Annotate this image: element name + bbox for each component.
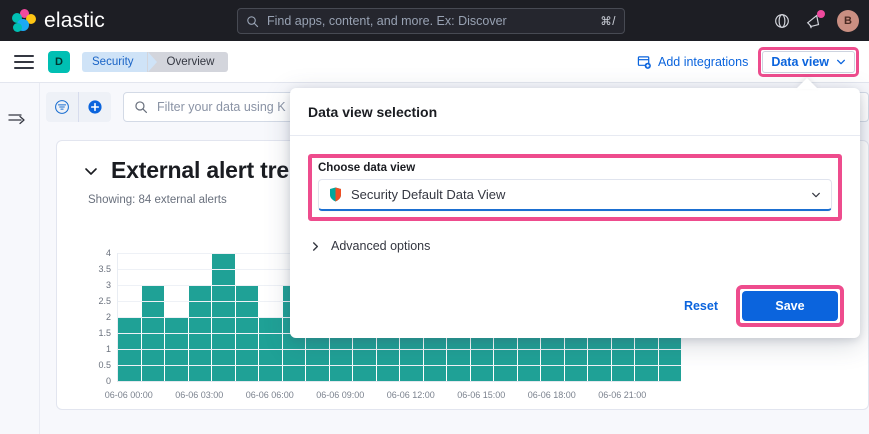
announcement-megaphone-icon[interactable] <box>805 9 825 30</box>
search-icon <box>135 101 148 114</box>
save-button[interactable]: Save <box>742 291 838 321</box>
breadcrumb-item-security[interactable]: Security <box>82 51 157 72</box>
reset-button[interactable]: Reset <box>683 299 718 313</box>
popover-footer: Reset Save <box>290 274 860 338</box>
navbar-actions: Add integrations Data view <box>637 41 859 83</box>
add-integrations-button[interactable]: Add integrations <box>637 55 748 70</box>
chart-x-tick: 06-06 21:00 <box>598 390 647 400</box>
chart-x-axis-line <box>117 381 681 382</box>
search-icon <box>247 15 259 27</box>
chart-y-tick: 3.5 <box>98 264 111 274</box>
chart-y-tick: 4 <box>105 248 111 258</box>
app-navbar: D Security Overview Add integrations Dat… <box>0 41 869 83</box>
data-view-select[interactable]: Security Default Data View <box>318 179 832 211</box>
popover-body: Choose data view Security Default Data V… <box>290 136 860 253</box>
chevron-down-icon <box>812 192 820 197</box>
query-search-placeholder: Filter your data using K <box>157 100 286 114</box>
chart-y-axis: 4 3.5 3 2.5 2 1.5 1 0.5 0 <box>81 248 111 386</box>
breadcrumb: Security Overview <box>82 51 229 72</box>
chart-y-tick: 0 <box>105 376 111 386</box>
data-view-select-value: Security Default Data View <box>351 187 506 202</box>
page-title: External alert trend <box>111 157 317 183</box>
filter-button-group <box>46 92 111 122</box>
advanced-options-toggle[interactable]: Advanced options <box>308 239 842 253</box>
chart-x-tick: 06-06 12:00 <box>386 390 435 400</box>
global-header: elastic Find apps, content, and more. Ex… <box>0 0 869 41</box>
data-view-button-label: Data view <box>771 55 829 69</box>
filter-settings-icon <box>55 100 69 114</box>
global-search-field[interactable]: Find apps, content, and more. Ex: Discov… <box>237 8 625 34</box>
data-view-shield-icon <box>330 187 341 202</box>
choose-data-view-highlight: Choose data view Security Default Data V… <box>308 154 842 221</box>
advanced-options-label: Advanced options <box>331 239 431 253</box>
elastic-logo-icon <box>12 8 36 33</box>
add-filter-button[interactable] <box>79 92 111 122</box>
notification-badge <box>817 9 825 18</box>
filter-group-divider <box>78 92 79 122</box>
brand-name: elastic <box>44 8 105 32</box>
chevron-down-icon[interactable] <box>83 163 99 179</box>
chart-y-tick: 2.5 <box>98 296 111 306</box>
panel-subtitle: Showing: 84 external alerts <box>88 194 227 206</box>
popover-title: Data view selection <box>290 88 860 136</box>
integrations-icon <box>637 55 651 69</box>
save-button-highlight: Save <box>736 285 844 327</box>
add-filter-plus-icon <box>88 100 102 114</box>
user-avatar[interactable]: B <box>837 9 859 32</box>
chart-x-tick: 06-06 09:00 <box>316 390 365 400</box>
popover-arrow <box>796 78 818 89</box>
space-avatar[interactable]: D <box>48 50 70 73</box>
choose-data-view-label: Choose data view <box>318 162 416 174</box>
breadcrumb-item-overview[interactable]: Overview <box>146 51 229 72</box>
chart-x-axis: 06-06 00:00 06-06 03:00 06-06 06:00 06-06 0… <box>105 384 681 404</box>
chart-x-tick: 06-06 06:00 <box>245 390 294 400</box>
chart-x-tick: 06-06 15:00 <box>457 390 506 400</box>
add-integrations-label: Add integrations <box>657 55 749 69</box>
chart-y-tick: 1.5 <box>98 328 111 338</box>
chart-x-tick: 06-06 18:00 <box>527 390 576 400</box>
sidebar-collapse-rail <box>0 83 40 434</box>
chevron-right-icon <box>312 241 319 251</box>
chart-y-tick: 1 <box>105 344 111 354</box>
global-header-actions: B <box>773 0 859 41</box>
chart-x-tick: 06-06 03:00 <box>175 390 224 400</box>
hamburger-menu-icon[interactable] <box>14 54 34 69</box>
data-view-button[interactable]: Data view <box>762 51 855 73</box>
chart-gridline <box>118 365 681 366</box>
data-view-selection-popover: Data view selection Choose data view Sec… <box>290 88 860 338</box>
chart-gridline <box>118 349 681 350</box>
global-search-placeholder: Find apps, content, and more. Ex: Discov… <box>267 14 507 28</box>
help-globe-icon[interactable] <box>773 12 791 30</box>
elastic-brand[interactable]: elastic <box>12 8 105 33</box>
chart-y-tick: 2 <box>105 312 111 322</box>
chart-x-tick: 06-06 00:00 <box>104 390 153 400</box>
chevron-down-icon <box>837 59 845 65</box>
filter-settings-button[interactable] <box>46 92 78 122</box>
chart-y-tick: 3 <box>105 280 111 290</box>
search-shortcut-hint: ⌘/ <box>600 16 616 28</box>
expand-sidebar-icon[interactable] <box>8 111 26 125</box>
chart-y-tick: 0.5 <box>98 360 111 370</box>
data-view-button-highlight: Data view <box>758 47 859 77</box>
panel-header: External alert trend <box>57 141 868 184</box>
